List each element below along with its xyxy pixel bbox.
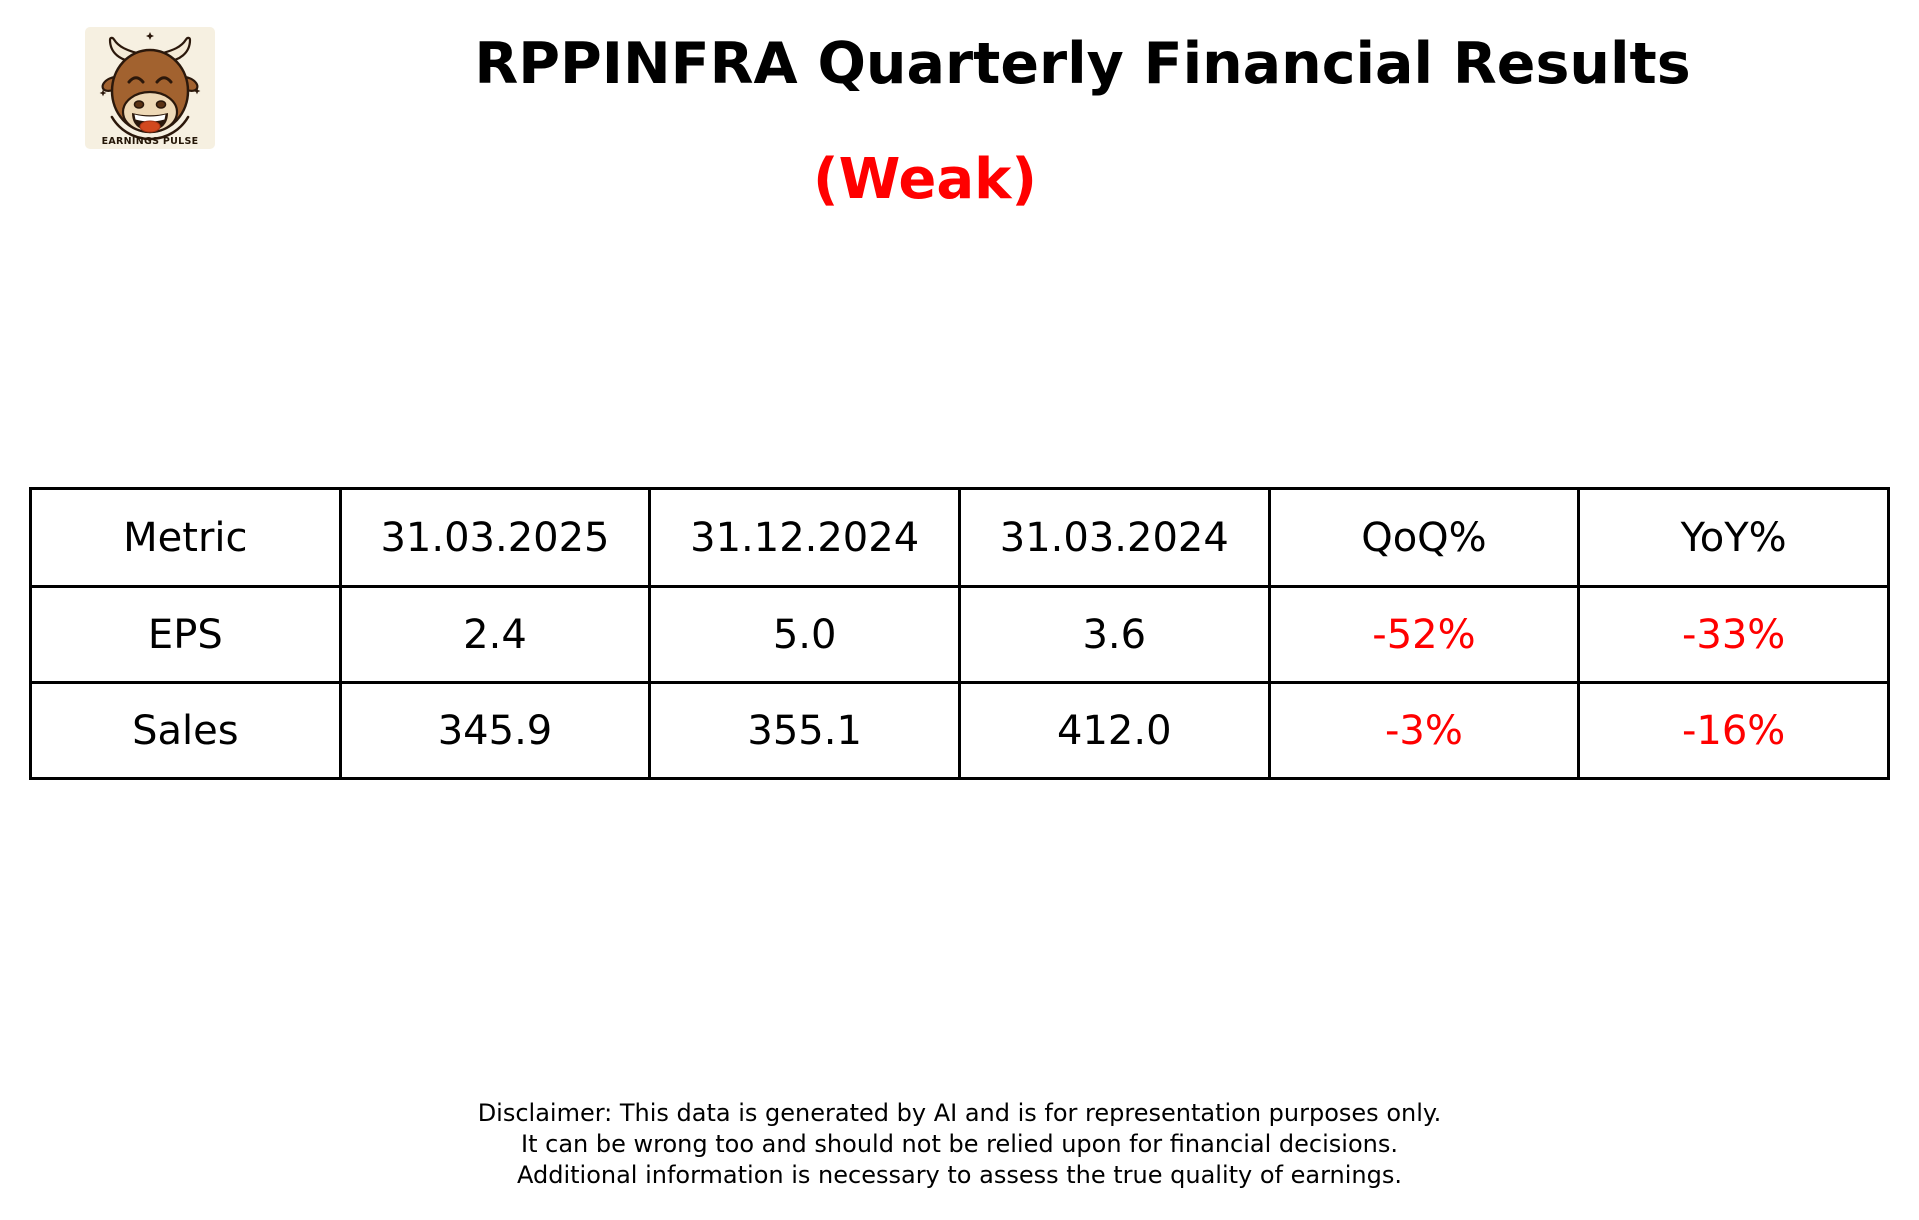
earnings-pulse-logo: EARNINGS PULSE: [85, 27, 215, 149]
yoy-cell: -16%: [1577, 681, 1890, 780]
qoq-cell: -52%: [1267, 585, 1581, 684]
column-header: 31.12.2024: [648, 487, 961, 588]
verdict-label: (Weak): [813, 147, 1037, 212]
value-cell: 2.4: [338, 585, 652, 684]
value-cell: 5.0: [648, 585, 961, 684]
disclaimer-line: It can be wrong too and should not be re…: [521, 1130, 1398, 1158]
disclaimer-text: Disclaimer: This data is generated by AI…: [0, 1098, 1919, 1191]
column-header: Metric: [29, 487, 342, 588]
value-cell: 412.0: [957, 681, 1271, 780]
column-header: QoQ%: [1267, 487, 1581, 588]
bull-eyes-icon: [127, 76, 173, 84]
page-title: RPPINFRA Quarterly Financial Results: [474, 31, 1691, 97]
column-header: 31.03.2025: [338, 487, 652, 588]
table-row: Sales 345.9 355.1 412.0 -3% -16%: [29, 681, 1890, 780]
yoy-cell: -33%: [1577, 585, 1890, 684]
value-cell: 345.9: [338, 681, 652, 780]
logo-brand-text: EARNINGS PULSE: [102, 136, 199, 147]
metric-cell: EPS: [29, 585, 342, 684]
sparkle-icons: [99, 32, 201, 97]
badge-arc: [110, 115, 190, 141]
bull-mouth-icon: [132, 113, 168, 133]
disclaimer-line: Additional information is necessary to a…: [516, 1161, 1402, 1189]
results-table: Metric 31.03.2025 31.12.2024 31.03.2024 …: [29, 487, 1890, 780]
metric-cell: Sales: [29, 681, 342, 780]
column-header: 31.03.2024: [957, 487, 1271, 588]
table-row: EPS 2.4 5.0 3.6 -52% -33%: [29, 585, 1890, 684]
bull-nostrils-icon: [133, 100, 167, 109]
value-cell: 3.6: [957, 585, 1271, 684]
value-cell: 355.1: [648, 681, 961, 780]
column-header: YoY%: [1577, 487, 1890, 588]
disclaimer-line: Disclaimer: This data is generated by AI…: [477, 1099, 1442, 1127]
table-header-row: Metric 31.03.2025 31.12.2024 31.03.2024 …: [29, 487, 1890, 588]
qoq-cell: -3%: [1267, 681, 1581, 780]
